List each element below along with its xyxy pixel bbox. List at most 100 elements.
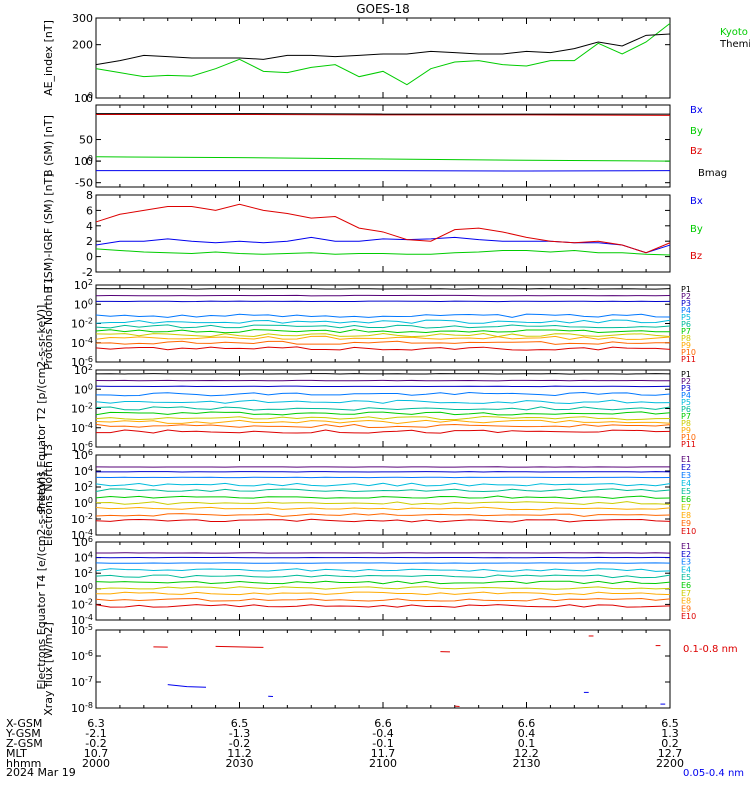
y-tick-label: 106 xyxy=(74,448,93,463)
panel-3: -2 0 2 4 6 8 B (SM)-IGRF (SM) [nT] Bx By Bz xyxy=(42,173,703,293)
y-tick-label: 10-2 xyxy=(71,316,93,331)
channel-label: E2 xyxy=(681,463,691,472)
ephemeris-value: -0.2 xyxy=(229,737,250,750)
y-tick-label: 0 xyxy=(86,92,93,105)
y-tick-label: 10-7 xyxy=(71,675,93,690)
y-tick-label: 106 xyxy=(74,535,93,550)
xray-segment xyxy=(215,645,264,648)
ephemeris-value: 2130 xyxy=(513,757,541,770)
y-tick-label: -50 xyxy=(75,177,93,190)
channel-label: P9 xyxy=(681,341,691,350)
channel-line xyxy=(95,597,671,602)
panel-frame xyxy=(95,17,671,99)
channel-label: P11 xyxy=(681,440,696,449)
panel-frame xyxy=(95,629,671,709)
legend-label: Themis AE xyxy=(719,39,750,50)
y-tick-label: 8 xyxy=(86,189,93,202)
channel-label: E10 xyxy=(681,527,696,536)
series-line xyxy=(95,236,671,254)
channel-line xyxy=(95,591,671,596)
y-tick-label: 6 xyxy=(86,204,93,217)
channel-label: P9 xyxy=(681,426,691,435)
channel-line xyxy=(95,329,671,334)
panel-frame xyxy=(95,284,671,363)
y-tick-label: 100 xyxy=(74,382,93,397)
ephemeris-value: 0.2 xyxy=(661,737,679,750)
ephemeris-value: 11.2 xyxy=(227,747,252,760)
ephemeris-value: 0.1 xyxy=(518,737,536,750)
date-label: 2024 Mar 19 xyxy=(6,766,76,779)
channel-label: E4 xyxy=(681,479,691,488)
channel-line xyxy=(95,488,671,492)
legend-label: By xyxy=(690,126,703,137)
y-tick-label: 100 xyxy=(74,581,93,596)
channel-label: P8 xyxy=(681,334,691,343)
plot-title: GOES-18 xyxy=(356,2,410,16)
channel-line xyxy=(95,419,671,425)
y-tick-label: 200 xyxy=(72,39,93,52)
channel-line xyxy=(95,429,671,434)
channel-label: P10 xyxy=(681,348,696,357)
legend-label: Bmag xyxy=(698,168,727,179)
y-tick-label: 0 xyxy=(86,155,93,168)
channel-label: P6 xyxy=(681,320,691,329)
series-line xyxy=(96,113,671,116)
ephemeris-value: 6.3 xyxy=(87,717,105,730)
channel-label: E8 xyxy=(681,597,691,606)
ephemeris-value: 2100 xyxy=(369,757,397,770)
channel-label: P1 xyxy=(681,370,691,379)
ephemeris-value: 12.7 xyxy=(658,747,683,760)
channel-line xyxy=(95,482,671,487)
channel-line xyxy=(95,399,671,404)
ephemeris-value: 12.2 xyxy=(514,747,539,760)
y-tick-label: 102 xyxy=(74,363,93,378)
y-tick-label: 100 xyxy=(74,496,93,511)
y-tick-label: 10-5 xyxy=(71,623,93,638)
y-tick-label: 102 xyxy=(74,566,93,581)
ephemeris-value: 1.3 xyxy=(661,727,679,740)
y-axis-label: Protons North T1 xyxy=(42,277,55,370)
channel-label: P10 xyxy=(681,433,696,442)
ephemeris-value: 6.6 xyxy=(518,717,536,730)
series-line xyxy=(95,156,671,162)
legend-label: By xyxy=(690,224,703,235)
ephemeris-value: 2200 xyxy=(656,757,684,770)
y-tick-label: 10-2 xyxy=(71,401,93,416)
channel-line xyxy=(95,406,671,411)
channel-label: E3 xyxy=(681,558,691,567)
ephemeris-value: -0.4 xyxy=(372,727,393,740)
channel-line xyxy=(95,604,671,608)
channel-label: E9 xyxy=(681,604,691,613)
ephemeris-row-label: hhmm xyxy=(6,757,41,770)
channel-label: P5 xyxy=(681,398,691,407)
y-tick-label: 10-4 xyxy=(71,420,93,435)
channel-line xyxy=(95,568,671,572)
ephemeris-value: -1.3 xyxy=(229,727,250,740)
panel-8: 10-8 10-7 10-6 10-5 Xray flux [W/m2] 0.1-0.8 … xyxy=(42,622,744,779)
ephemeris-value: 6.6 xyxy=(374,717,392,730)
channel-line xyxy=(95,495,671,499)
channel-label: E6 xyxy=(681,581,691,590)
channel-line xyxy=(95,411,671,416)
channel-line xyxy=(95,574,671,579)
y-tick-label: 104 xyxy=(74,464,93,479)
y-tick-label: 4 xyxy=(86,220,93,233)
channel-line xyxy=(95,324,671,329)
y-tick-label: 100 xyxy=(74,297,93,312)
ephemeris-value: 6.5 xyxy=(661,717,679,730)
channel-label: E9 xyxy=(681,519,691,528)
channel-line xyxy=(95,506,671,511)
legend-label: Bz xyxy=(690,251,702,262)
y-axis-label: Electrons Equator T4 [e/(cm2-s-sr-keV)] xyxy=(35,472,48,689)
ephemeris-value: 10.7 xyxy=(84,747,109,760)
channel-label: E6 xyxy=(681,495,691,504)
legend-label: Bz xyxy=(690,146,702,157)
channel-label: E7 xyxy=(681,589,691,598)
legend-label: Kyoto proxy AE xyxy=(720,27,750,38)
channel-line xyxy=(95,416,671,421)
ephemeris-row-label: Y-GSM xyxy=(5,727,41,740)
